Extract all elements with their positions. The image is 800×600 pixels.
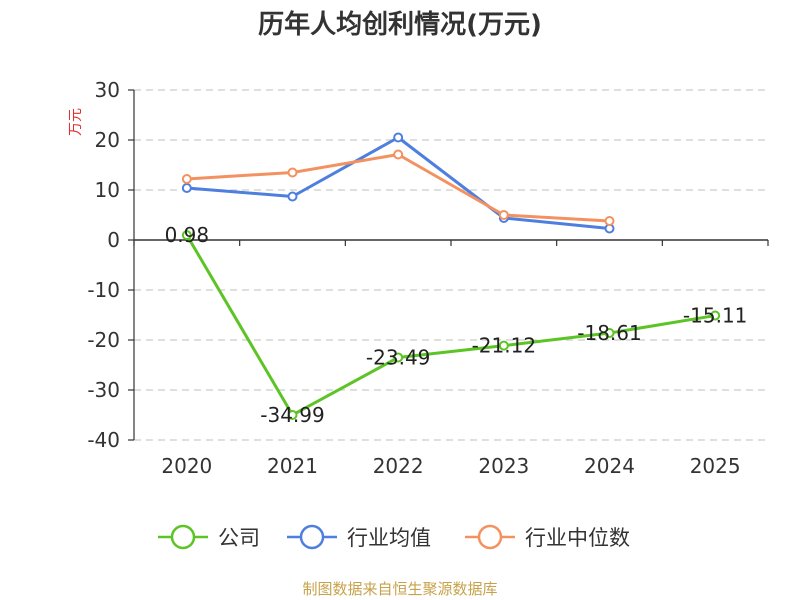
data-label: -15.11 (683, 304, 747, 328)
data-point (287, 409, 298, 420)
x-tick-label: 2020 (161, 454, 212, 478)
source-note: 制图数据来自恒生聚源数据库 (302, 580, 498, 598)
data-point (287, 167, 298, 178)
data-point (498, 210, 509, 220)
grid-lines (134, 89, 768, 441)
x-tick-label: 2024 (584, 454, 635, 478)
data-point (604, 328, 615, 339)
legend-label: 公司 (218, 526, 260, 550)
legend-marker-1 (299, 524, 325, 550)
x-tick-label: 2025 (690, 454, 741, 478)
y-tick-label: -10 (87, 278, 120, 302)
data-labels: 0.98 -34.99 -23.49 -21.12 -18.61 -15.11 (165, 223, 748, 427)
data-point (181, 183, 192, 193)
legend-label: 行业均值 (347, 526, 431, 550)
y-tick-label: 20 (95, 128, 120, 152)
data-point (393, 352, 404, 363)
x-tick-label: 2023 (478, 454, 529, 478)
axes: 30 20 10 0 -10 -20 -30 -40 2020 2021 2022 2023 2024 2… (68, 78, 769, 478)
y-axis-title: 万元 (68, 108, 84, 136)
legend: 公司 行业均值 行业中位数 (158, 524, 630, 550)
data-label: -21.12 (472, 334, 536, 358)
data-label: -34.99 (260, 403, 324, 427)
y-tick-label: 0 (107, 228, 120, 252)
x-tick-label: 2021 (267, 454, 318, 478)
legend-marker-0 (170, 524, 196, 550)
x-tick-label: 2022 (373, 454, 424, 478)
y-tick-label: -40 (87, 428, 120, 452)
legend-label: 行业中位数 (525, 526, 630, 550)
chart-title: 历年人均创利情况(万元) (258, 10, 542, 40)
data-point (604, 216, 615, 226)
y-tick-label: 10 (95, 178, 120, 202)
y-tick-label: -30 (87, 378, 120, 402)
data-point (181, 230, 192, 241)
data-point (710, 310, 721, 321)
data-point (181, 174, 192, 184)
series-lines (181, 132, 721, 420)
series-line-0 (185, 234, 716, 417)
data-point (393, 149, 404, 160)
y-tick-label: -20 (87, 328, 120, 352)
data-label: 0.98 (165, 223, 210, 247)
y-tick-label: 30 (95, 78, 120, 102)
data-point (393, 132, 404, 143)
data-point (287, 191, 298, 202)
series-line-2 (186, 153, 610, 223)
data-label: -18.61 (577, 321, 641, 345)
data-label: -23.49 (366, 345, 430, 369)
legend-marker-2 (477, 524, 503, 550)
data-point (498, 340, 509, 351)
